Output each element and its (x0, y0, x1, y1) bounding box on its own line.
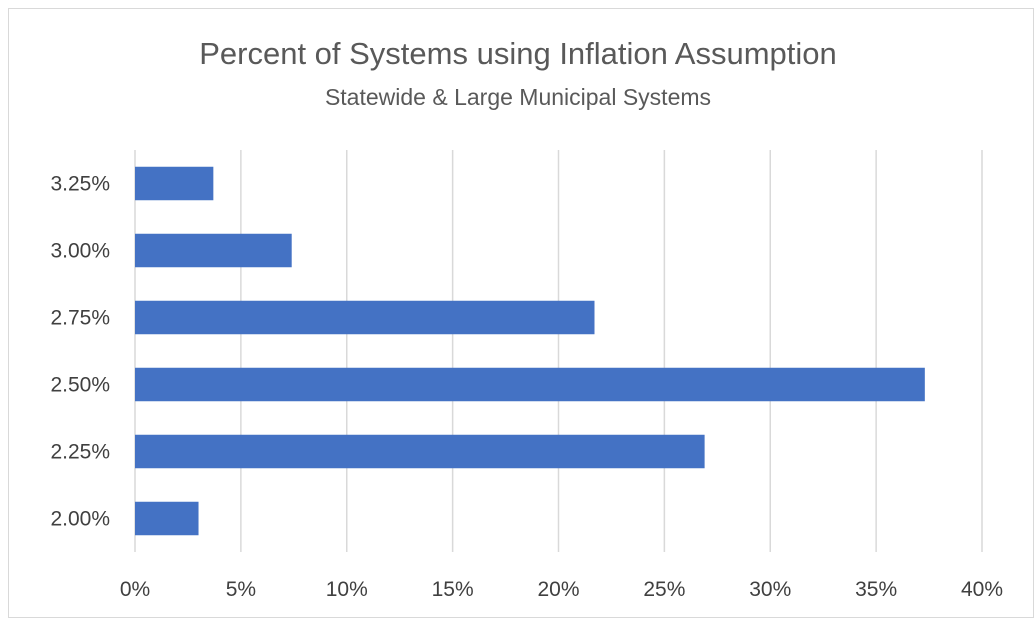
x-tick-label: 35% (855, 578, 897, 601)
bar-2.50% (135, 367, 925, 402)
bar-3.00% (135, 233, 292, 268)
y-tick-label: 2.00% (50, 508, 110, 531)
y-tick-label: 2.25% (50, 441, 110, 464)
chart-subtitle: Statewide & Large Municipal Systems (324, 84, 712, 110)
x-tick-label: 20% (537, 578, 579, 601)
x-tick-label: 25% (643, 578, 685, 601)
x-tick-label: 15% (432, 578, 474, 601)
bar-2.00% (135, 501, 199, 536)
y-tick-label: 2.50% (50, 374, 110, 397)
y-tick-label: 3.25% (50, 173, 110, 196)
y-tick-label: 2.75% (50, 307, 110, 330)
chart-title: Percent of Systems using Inflation Assum… (199, 36, 837, 71)
x-tick-label: 5% (226, 578, 256, 601)
y-tick-label: 3.00% (50, 240, 110, 263)
bar-2.75% (135, 300, 595, 335)
x-tick-label: 10% (326, 578, 368, 601)
gridlines (134, 150, 983, 552)
bar-2.25% (135, 434, 705, 469)
y-axis-labels: 3.25% 3.00% 2.75% 2.50% 2.25% 2.00% (50, 173, 110, 531)
x-axis-labels: 0% 5% 10% 15% 20% 25% 30% 35% 40% (120, 578, 1003, 601)
bars (135, 166, 925, 536)
x-tick-label: 0% (120, 578, 150, 601)
x-tick-label: 40% (961, 578, 1003, 601)
x-tick-label: 30% (749, 578, 791, 601)
bar-3.25% (135, 166, 214, 201)
